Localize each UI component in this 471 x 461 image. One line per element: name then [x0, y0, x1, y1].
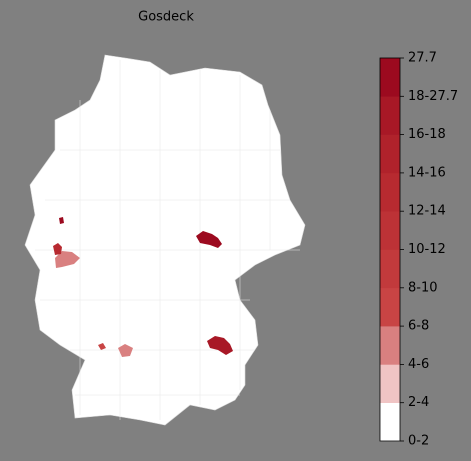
- region-mid: [118, 344, 133, 357]
- colorbar-segment: [380, 58, 400, 97]
- colorbar-label: 27.7: [408, 51, 437, 66]
- colorbar-label: 12-14: [408, 204, 446, 219]
- colorbar-segment: [380, 249, 400, 289]
- germany-map: [24, 54, 306, 426]
- colorbar-label: 6-8: [408, 319, 429, 334]
- region-high: [98, 343, 106, 350]
- colorbar-segment: [380, 134, 400, 174]
- region-mid: [55, 251, 80, 268]
- map-title: Gosdeck: [138, 10, 194, 25]
- colorbar-segment: [380, 96, 400, 135]
- country-outline: [24, 54, 306, 426]
- colorbar-segment: [380, 402, 400, 442]
- colorbar-segment: [380, 364, 400, 403]
- region-high: [59, 217, 64, 224]
- colorbar-label: 0-2: [408, 434, 429, 449]
- colorbar: 0-2 2-4 4-6 6-8 8-10 10-12 12-14 14-16 16-18 18-2…: [379, 51, 458, 449]
- colorbar-label: 16-18: [408, 127, 446, 142]
- colorbar-label: 10-12: [408, 242, 446, 257]
- colorbar-label: 8-10: [408, 280, 438, 295]
- colorbar-label: 2-4: [408, 395, 429, 410]
- colorbar-label: 4-6: [408, 357, 429, 372]
- colorbar-segment: [380, 172, 400, 212]
- region-high: [196, 231, 222, 248]
- colorbar-label: 14-16: [408, 165, 446, 180]
- colorbar-segment: [380, 211, 400, 250]
- region-high: [53, 243, 62, 255]
- colorbar-label: 18-27.7: [408, 89, 458, 104]
- colorbar-segment: [380, 326, 400, 365]
- colorbar-segment: [380, 287, 400, 327]
- region-high: [207, 336, 233, 355]
